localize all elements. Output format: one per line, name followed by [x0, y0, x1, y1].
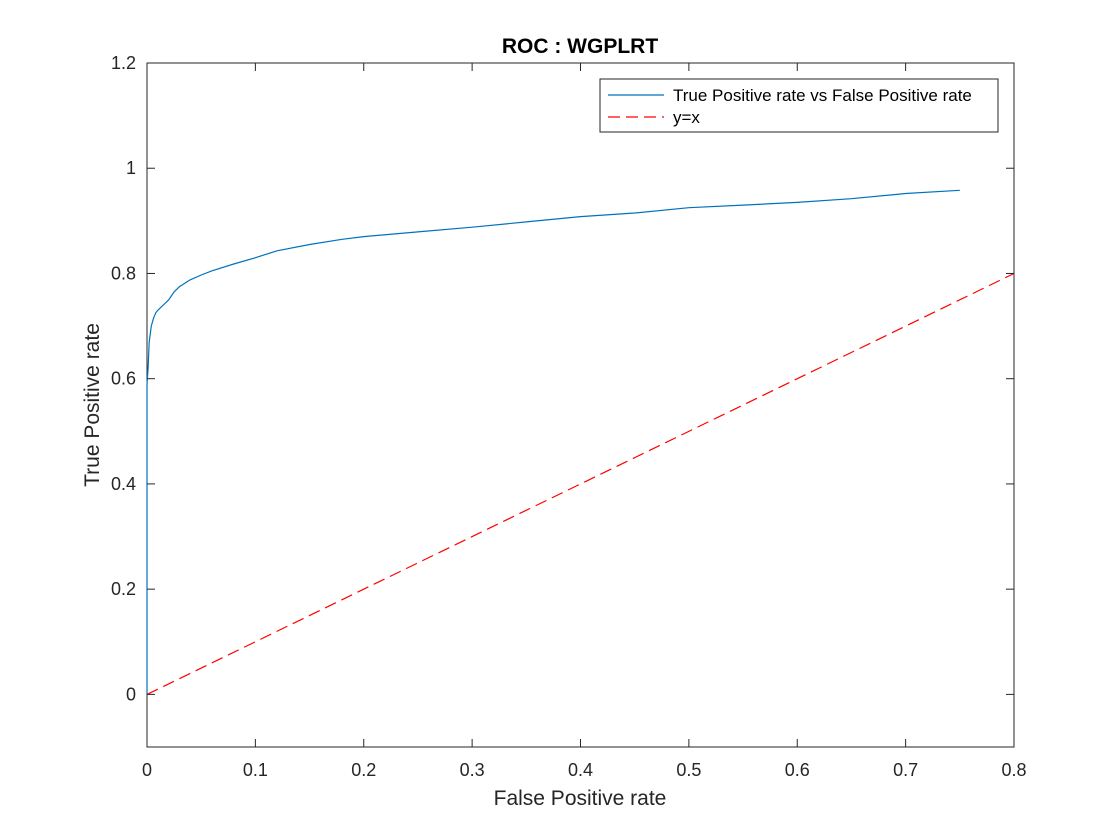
x-tick-label: 0.1	[243, 760, 268, 780]
legend-entry-label: True Positive rate vs False Positive rat…	[673, 86, 972, 105]
x-tick-label: 0.7	[893, 760, 918, 780]
legend: True Positive rate vs False Positive rat…	[599, 78, 999, 133]
y-tick-label: 1.2	[111, 53, 136, 73]
y-tick-label: 0.8	[111, 263, 136, 283]
diagonal-reference-line	[146, 272, 1015, 695]
x-tick-label: 0.8	[1001, 760, 1026, 780]
y-tick-label: 0	[126, 684, 136, 704]
x-tick-label: 0.4	[568, 760, 593, 780]
legend-entry-label: y=x	[673, 108, 700, 127]
y-axis-title: True Positive rate	[81, 323, 104, 487]
x-tick-label: 0.6	[785, 760, 810, 780]
x-tick-label: 0	[142, 760, 152, 780]
x-tick-label: 0.5	[676, 760, 701, 780]
chart-title: ROC : WGPLRT	[502, 35, 658, 58]
axis-ticks: 0 0.1 0.2 0.3 0.4 0.5 0.6 0.7 0.8 0 0.2 0.4 0.6 0.8 1 1…	[111, 53, 1027, 780]
y-tick-label: 0.6	[111, 369, 136, 389]
x-tick-label: 0.3	[460, 760, 485, 780]
x-axis-title: False Positive rate	[494, 787, 667, 810]
y-tick-label: 0.4	[111, 474, 136, 494]
legend-box	[599, 78, 999, 133]
roc-curve-line	[146, 189, 960, 695]
y-tick-label: 1	[126, 158, 136, 178]
plot-area	[146, 189, 1015, 695]
x-tick-label: 0.2	[351, 760, 376, 780]
y-tick-label: 0.2	[111, 579, 136, 599]
